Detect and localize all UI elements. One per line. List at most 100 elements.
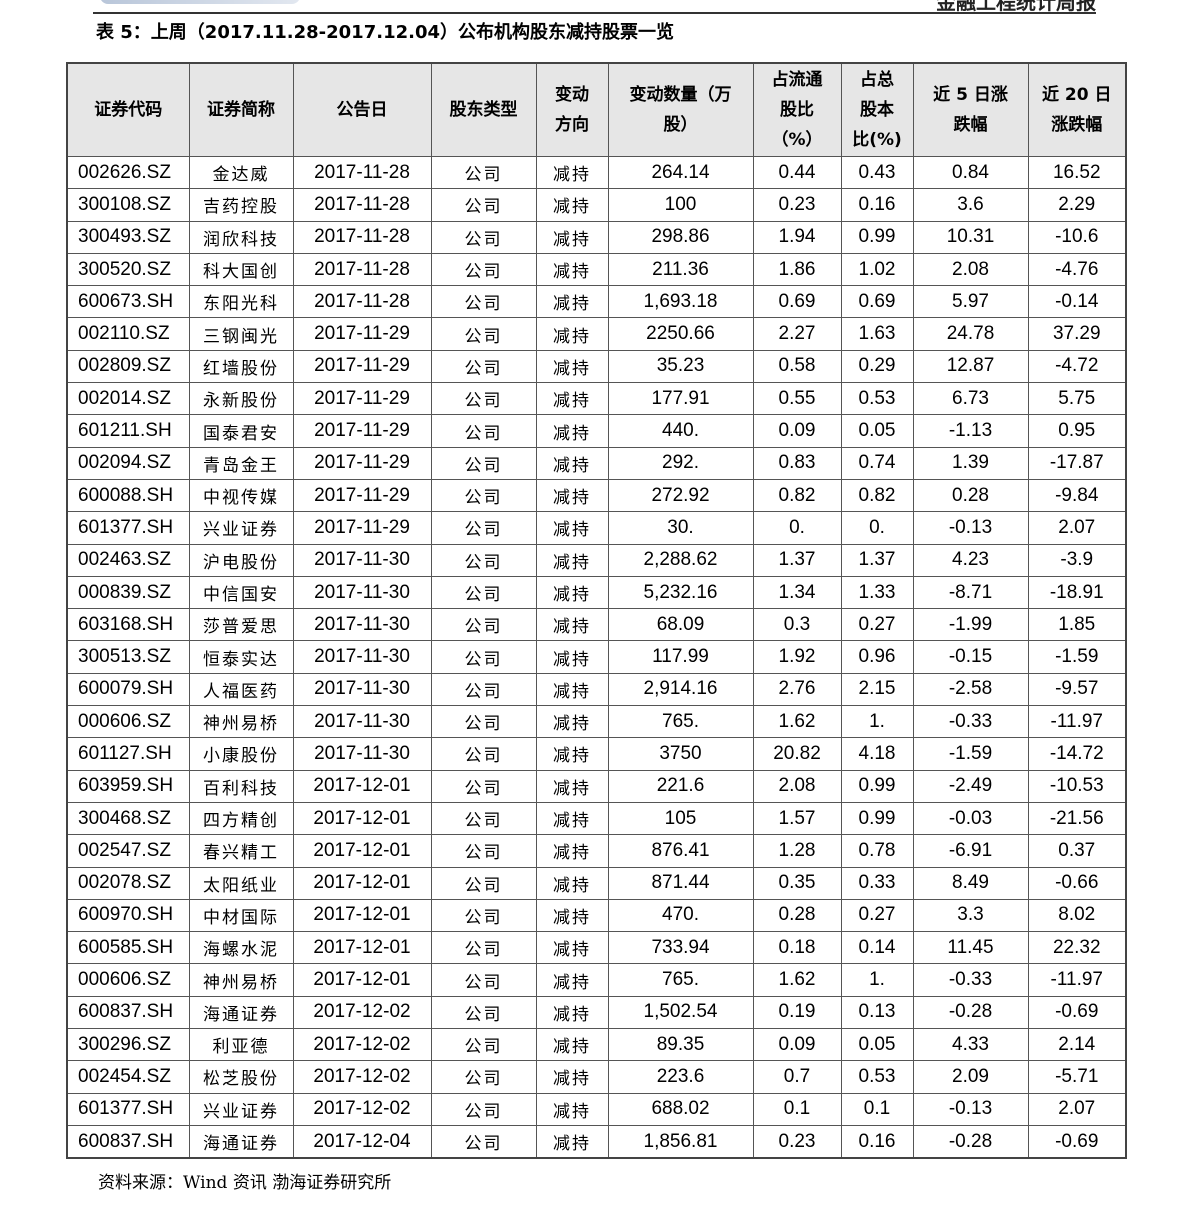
- table-cell: 公司: [430, 640, 537, 674]
- table-cell: 减持: [535, 446, 609, 480]
- table-cell: 16.52: [1027, 155, 1127, 190]
- table-cell: -0.14: [1027, 285, 1127, 319]
- column-header: 占流通 股比 （%）: [752, 62, 842, 157]
- table-cell: -0.28: [912, 995, 1029, 1030]
- table-cell: 1.57: [752, 801, 842, 836]
- table-cell: 600585.SH: [66, 931, 190, 965]
- table-row: 600970.SH 中材国际 2017-12-01 公司 减持 470. 0.28 0.27 3…: [66, 898, 1127, 933]
- table-cell: 603959.SH: [66, 769, 190, 803]
- table-cell: -1.59: [1027, 640, 1127, 674]
- table-cell: 减持: [535, 155, 609, 190]
- table-cell: 0.1: [752, 1092, 842, 1126]
- table-cell: 0.55: [752, 382, 842, 416]
- table-cell: 吉药控股: [188, 188, 294, 222]
- table-cell: 公司: [430, 543, 537, 577]
- table-cell: 0.23: [752, 1124, 842, 1159]
- table-cell: 减持: [535, 382, 609, 416]
- table-cell: 沪电股份: [188, 543, 294, 577]
- table-cell: 002626.SZ: [66, 155, 190, 190]
- header-divider: [93, 12, 1096, 14]
- table-cell: 科大国创: [188, 252, 294, 287]
- company-logo: [100, 0, 300, 4]
- table-row: 600837.SH 海通证券 2017-12-02 公司 减持 1,502.54 0.19 0…: [66, 995, 1127, 1030]
- table-cell: -6.91: [912, 834, 1029, 868]
- table-cell: 公司: [430, 220, 537, 254]
- table-cell: 0.33: [840, 866, 914, 900]
- table-row: 002078.SZ 太阳纸业 2017-12-01 公司 减持 871.44 0.35 0.3…: [66, 866, 1127, 900]
- table-cell: 0.18: [752, 931, 842, 965]
- table-cell: 2017-11-28: [292, 252, 432, 287]
- table-cell: 公司: [430, 446, 537, 480]
- table-cell: 2017-11-28: [292, 285, 432, 319]
- table-cell: 2017-12-01: [292, 866, 432, 900]
- table-cell: 300513.SZ: [66, 640, 190, 674]
- column-header: 变动数量（万 股）: [607, 62, 754, 157]
- table-cell: -0.13: [912, 1092, 1029, 1126]
- table-cell: 000606.SZ: [66, 963, 190, 997]
- table-cell: 减持: [535, 1092, 609, 1126]
- table-cell: 2,288.62: [607, 543, 754, 577]
- table-cell: 0.27: [840, 898, 914, 933]
- table-cell: 0.05: [840, 1028, 914, 1062]
- table-cell: 2.08: [752, 769, 842, 803]
- table-cell: 1.86: [752, 252, 842, 287]
- table-cell: 减持: [535, 414, 609, 448]
- table-cell: 0.96: [840, 640, 914, 674]
- table-cell: 1.02: [840, 252, 914, 287]
- table-cell: 金达威: [188, 155, 294, 190]
- table-cell: 公司: [430, 1028, 537, 1062]
- table-row: 002809.SZ 红墙股份 2017-11-29 公司 减持 35.23 0.58 0.29…: [66, 349, 1127, 384]
- table-cell: 002454.SZ: [66, 1060, 190, 1094]
- table-cell: -17.87: [1027, 446, 1127, 480]
- table-cell: 002014.SZ: [66, 382, 190, 416]
- table-row: 600585.SH 海螺水泥 2017-12-01 公司 减持 733.94 0.18 0.1…: [66, 931, 1127, 965]
- table-cell: 2017-11-29: [292, 414, 432, 448]
- table-cell: 300468.SZ: [66, 801, 190, 836]
- table-cell: 人福医药: [188, 672, 294, 707]
- table-cell: 公司: [430, 898, 537, 933]
- table-cell: 0.83: [752, 446, 842, 480]
- table-cell: 0.19: [752, 995, 842, 1030]
- table-row: 002014.SZ 永新股份 2017-11-29 公司 减持 177.91 0.55 0.5…: [66, 382, 1127, 416]
- table-cell: -4.76: [1027, 252, 1127, 287]
- table-cell: -4.72: [1027, 349, 1127, 384]
- table-cell: 0.95: [1027, 414, 1127, 448]
- table-row: 300296.SZ 利亚德 2017-12-02 公司 减持 89.35 0.09 0.05 4…: [66, 1028, 1127, 1062]
- table-cell: 0.14: [840, 931, 914, 965]
- table-cell: 减持: [535, 866, 609, 900]
- table-cell: 105: [607, 801, 754, 836]
- table-cell: 600837.SH: [66, 1124, 190, 1159]
- table-cell: 中材国际: [188, 898, 294, 933]
- table-cell: -11.97: [1027, 963, 1127, 997]
- table-row: 601377.SH 兴业证券 2017-11-29 公司 减持 30. 0. 0. -0.13 2…: [66, 511, 1127, 545]
- table-cell: -10.53: [1027, 769, 1127, 803]
- table-cell: 0.27: [840, 608, 914, 642]
- table-cell: 2017-12-01: [292, 801, 432, 836]
- table-cell: 2,914.16: [607, 672, 754, 707]
- table-cell: 876.41: [607, 834, 754, 868]
- table-cell: 1,502.54: [607, 995, 754, 1030]
- table-cell: 公司: [430, 511, 537, 545]
- table-cell: 68.09: [607, 608, 754, 642]
- table-cell: 海螺水泥: [188, 931, 294, 965]
- table-cell: 292.: [607, 446, 754, 480]
- table-cell: 4.18: [840, 737, 914, 771]
- table-cell: 2017-11-29: [292, 317, 432, 351]
- table-cell: 0.16: [840, 1124, 914, 1159]
- table-cell: 公司: [430, 414, 537, 448]
- table-cell: 0.99: [840, 220, 914, 254]
- table-cell: 2.29: [1027, 188, 1127, 222]
- table-cell: 300493.SZ: [66, 220, 190, 254]
- table-cell: 海通证券: [188, 995, 294, 1030]
- table-cell: 公司: [430, 188, 537, 222]
- table-cell: 2017-11-30: [292, 705, 432, 739]
- table-cell: 2250.66: [607, 317, 754, 351]
- table-cell: 0.3: [752, 608, 842, 642]
- table-row: 601127.SH 小康股份 2017-11-30 公司 减持 3750 20.82 4.18…: [66, 737, 1127, 771]
- table-cell: 0.29: [840, 349, 914, 384]
- table-cell: 0.74: [840, 446, 914, 480]
- table-cell: 3.6: [912, 188, 1029, 222]
- table-cell: 002463.SZ: [66, 543, 190, 577]
- table-cell: -2.58: [912, 672, 1029, 707]
- table-cell: -0.66: [1027, 866, 1127, 900]
